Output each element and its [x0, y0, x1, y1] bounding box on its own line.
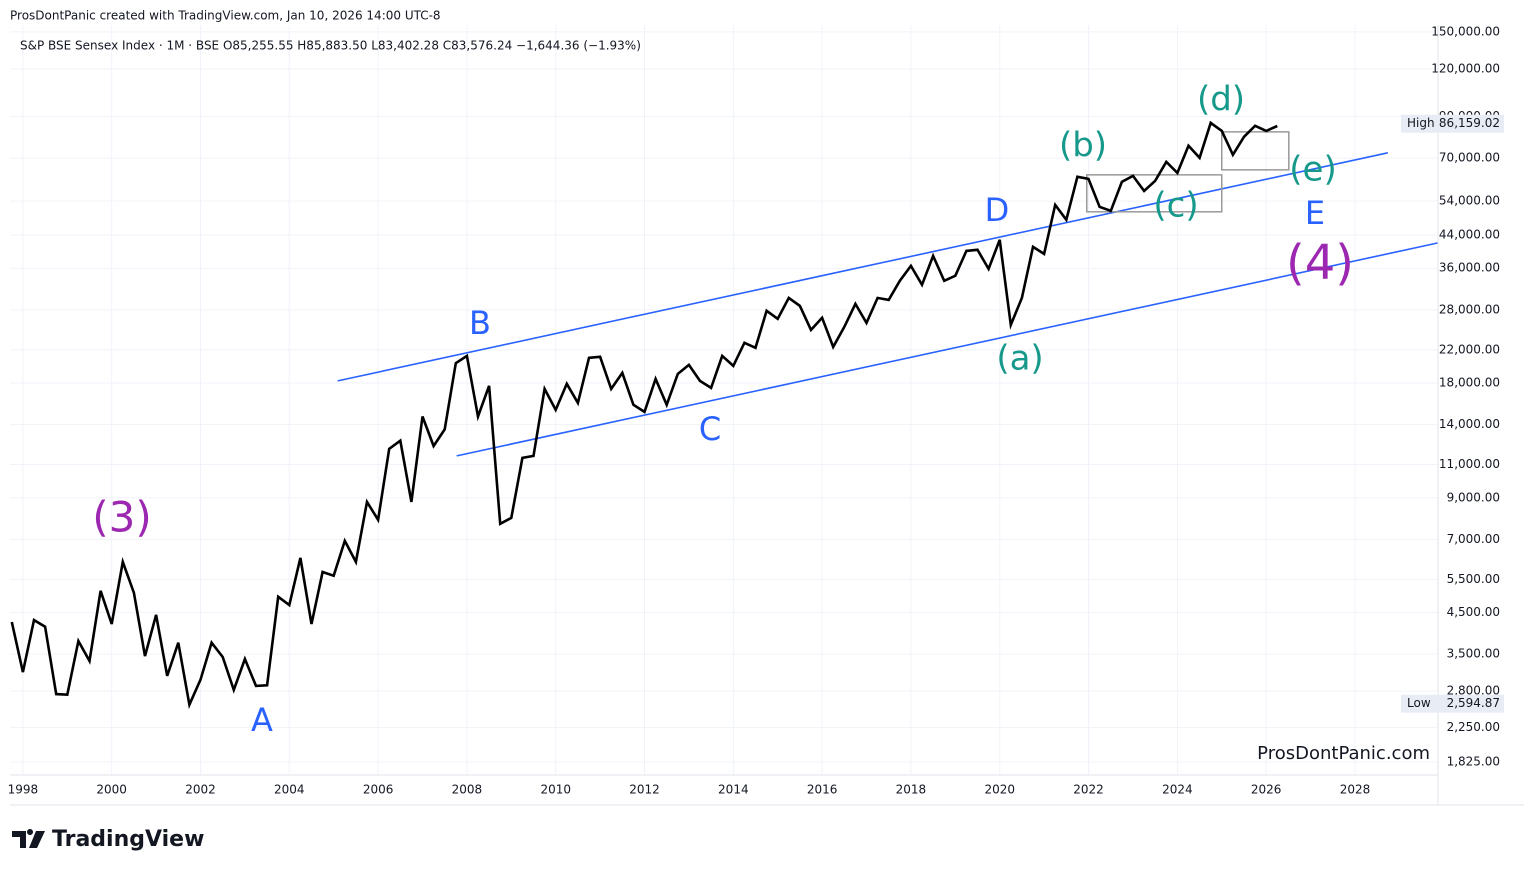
x-tick-label: 1998: [8, 783, 39, 797]
low-marker: [1401, 694, 1504, 713]
y-tick-label: 28,000.00: [1439, 302, 1500, 316]
x-tick-label: 2012: [629, 783, 660, 797]
y-tick-label: 18,000.00: [1439, 375, 1500, 389]
wave-label: B: [469, 304, 491, 342]
wave-label: (e): [1289, 150, 1336, 190]
y-tick-label: 1,825.00: [1447, 754, 1500, 768]
x-tick-label: 2004: [274, 783, 305, 797]
wave-label: A: [251, 701, 273, 739]
brand-name: TradingView: [52, 827, 204, 852]
y-tick-label: 7,000.00: [1447, 532, 1500, 546]
y-tick-label: 36,000.00: [1439, 261, 1500, 275]
high-marker: [1401, 114, 1504, 133]
y-tick-label: 70,000.00: [1439, 151, 1500, 165]
x-tick-label: 2016: [807, 783, 838, 797]
y-tick-label: 5,500.00: [1447, 572, 1500, 586]
x-tick-label: 2026: [1251, 783, 1282, 797]
y-tick-label: 11,000.00: [1439, 457, 1500, 471]
legend-text: S&P BSE Sensex Index · 1M · BSE O85,255.…: [20, 39, 641, 53]
wave-label: (3): [92, 493, 152, 542]
y-tick-label: 120,000.00: [1431, 61, 1500, 75]
plot: [10, 120, 1439, 710]
trend-line: [337, 152, 1388, 382]
y-tick-label: 150,000.00: [1431, 24, 1500, 38]
trend-line: [456, 242, 1439, 457]
chart-title: ProsDontPanic created with TradingView.c…: [10, 9, 441, 23]
x-tick-label: 2000: [96, 783, 127, 797]
y-tick-label: 22,000.00: [1439, 342, 1500, 356]
x-tick-label: 2006: [363, 783, 394, 797]
price-line: [10, 120, 1278, 710]
wave-label: (c): [1153, 186, 1198, 226]
x-tick-label: 2028: [1340, 783, 1371, 797]
y-tick-label: 14,000.00: [1439, 417, 1500, 431]
x-tick-label: 2020: [984, 783, 1015, 797]
x-tick-label: 2024: [1162, 783, 1193, 797]
high-label: High: [1407, 116, 1435, 130]
wave-label: (a): [996, 339, 1043, 379]
range-box: [1086, 174, 1223, 213]
watermark: ProsDontPanic.com: [1257, 743, 1430, 764]
wave-label: D: [985, 191, 1010, 229]
brand-logo: TradingView: [12, 827, 204, 852]
x-tick-label: 2022: [1073, 783, 1104, 797]
y-tick-label: 54,000.00: [1439, 194, 1500, 208]
x-tick-label: 2018: [896, 783, 927, 797]
wave-label: (b): [1059, 126, 1107, 166]
y-tick-label: 2,800.00: [1447, 684, 1500, 698]
y-tick-label: 3,500.00: [1447, 647, 1500, 661]
low-value: 2,594.87: [1447, 696, 1500, 710]
x-tick-label: 2008: [452, 783, 483, 797]
x-tick-label: 2010: [540, 783, 571, 797]
brand-icon: [12, 828, 45, 848]
wave-label: C: [699, 410, 721, 448]
y-tick-label: 44,000.00: [1439, 227, 1500, 241]
y-tick-label: 2,250.00: [1447, 720, 1500, 734]
y-tick-label: 4,500.00: [1447, 605, 1500, 619]
high-value: 86,159.02: [1439, 116, 1500, 130]
x-tick-label: 2002: [185, 783, 216, 797]
grid: [10, 25, 1438, 775]
x-tick-label: 2014: [718, 783, 749, 797]
wave-label: E: [1305, 194, 1325, 232]
wave-label: (4): [1286, 235, 1354, 291]
y-tick-label: 9,000.00: [1447, 490, 1500, 504]
range-box: [1221, 131, 1290, 171]
wave-label: (d): [1197, 80, 1245, 120]
low-label: Low: [1407, 696, 1431, 710]
